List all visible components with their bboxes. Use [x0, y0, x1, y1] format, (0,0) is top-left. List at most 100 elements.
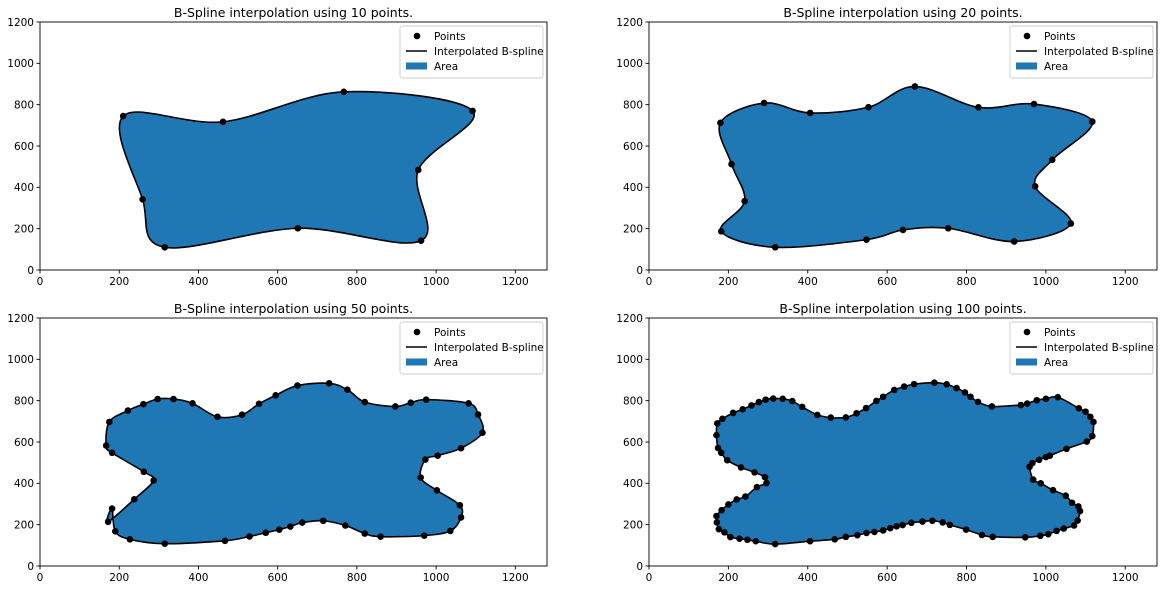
x-tick-label: 200 [109, 572, 129, 584]
data-point-53 [1076, 507, 1084, 515]
data-point-79 [771, 540, 779, 548]
data-point-64 [946, 521, 954, 529]
data-point-73 [871, 528, 878, 536]
data-point-20 [890, 386, 898, 394]
data-point-70 [893, 523, 900, 530]
data-point-62 [978, 531, 986, 539]
y-tick-label: 0 [27, 265, 34, 277]
legend-box [1009, 321, 1154, 375]
data-point-23 [931, 379, 938, 386]
data-point-57 [1053, 527, 1060, 535]
data-point-27 [457, 514, 465, 521]
data-point-14 [361, 398, 369, 406]
data-point-60 [1021, 533, 1029, 541]
y-tick-label: 600 [623, 437, 643, 449]
data-point-21 [900, 383, 908, 390]
legend-points-marker [413, 328, 421, 336]
data-point-19 [728, 160, 735, 168]
x-tick-label: 1000 [423, 276, 450, 288]
data-point-84 [721, 529, 728, 536]
legend-box [399, 25, 544, 79]
data-point-67 [919, 518, 926, 525]
legend-points-marker [1023, 328, 1031, 336]
data-point-38 [1090, 418, 1097, 426]
y-tick-label: 1200 [7, 313, 34, 325]
data-point-80 [752, 537, 760, 545]
data-point-18 [873, 397, 880, 405]
data-point-40 [1083, 438, 1091, 445]
data-point-43 [1042, 453, 1050, 461]
data-point-44 [104, 518, 112, 526]
data-point-5 [739, 406, 746, 413]
legend-spline-label: Interpolated B-spline [1044, 46, 1154, 58]
x-tick-label: 800 [347, 572, 367, 584]
data-point-6 [417, 237, 425, 244]
data-point-37 [262, 529, 270, 537]
data-point-50 [1062, 492, 1070, 500]
data-point-33 [1042, 395, 1050, 403]
chart-title: B-Spline interpolation using 50 points. [174, 301, 413, 316]
y-tick-label: 0 [636, 561, 643, 573]
y-tick-label: 1000 [7, 354, 34, 366]
data-point-26 [961, 389, 969, 396]
data-point-4 [469, 107, 476, 115]
data-point-3 [719, 415, 726, 423]
data-point-54 [1074, 517, 1081, 524]
data-point-74 [863, 529, 870, 537]
data-point-76 [842, 533, 850, 541]
data-point-9 [769, 395, 777, 402]
data-point-71 [887, 524, 894, 532]
y-tick-label: 800 [14, 99, 34, 111]
data-point-10 [1031, 183, 1039, 190]
data-point-4 [154, 395, 161, 403]
data-point-85 [715, 525, 723, 533]
data-point-97 [723, 456, 731, 464]
data-point-16 [771, 243, 779, 251]
data-point-2 [760, 99, 768, 107]
x-tick-label: 600 [268, 276, 288, 288]
data-point-90 [733, 496, 741, 503]
data-point-92 [753, 483, 761, 491]
data-point-96 [737, 464, 745, 471]
data-point-59 [1037, 532, 1044, 540]
legend: Points Interpolated B-spline Area [1009, 25, 1154, 79]
data-point-12 [325, 380, 333, 387]
legend-area-swatch [1016, 358, 1037, 366]
data-point-48 [1037, 480, 1045, 487]
y-tick-label: 1200 [7, 17, 34, 29]
data-point-4 [865, 103, 872, 111]
legend: Points Interpolated B-spline Area [399, 25, 544, 79]
x-tick-label: 400 [188, 276, 208, 288]
data-point-72 [879, 527, 887, 534]
data-point-15 [863, 236, 870, 243]
data-point-47 [1029, 476, 1037, 483]
data-point-46 [150, 477, 157, 484]
x-tick-label: 800 [956, 276, 976, 288]
data-point-75 [854, 531, 861, 539]
data-point-1 [106, 418, 113, 426]
data-point-41 [1063, 445, 1070, 453]
x-tick-label: 1200 [502, 572, 529, 584]
chart-panel-4: B-Spline interpolation using 100 points.… [616, 301, 1158, 584]
x-tick-label: 200 [718, 572, 738, 584]
data-point-46 [1026, 463, 1033, 471]
chart-title: B-Spline interpolation using 10 points. [174, 5, 413, 20]
chart-panel-3: B-Spline interpolation using 50 points. 0… [7, 301, 548, 584]
x-tick-label: 800 [956, 572, 976, 584]
interpolated-bspline [718, 85, 1094, 249]
legend-area-label: Area [434, 61, 458, 73]
data-point-55 [1070, 522, 1078, 529]
legend-area-label: Area [1044, 357, 1068, 369]
data-point-28 [447, 527, 454, 535]
data-point-44 [1035, 456, 1043, 464]
data-point-58 [1044, 530, 1052, 538]
interpolated-bspline [118, 90, 476, 249]
y-tick-label: 800 [623, 99, 643, 111]
data-point-36 [1082, 408, 1089, 415]
x-tick-label: 400 [798, 276, 818, 288]
legend-points-label: Points [434, 327, 466, 339]
data-point-30 [1017, 401, 1025, 409]
data-point-4 [729, 409, 737, 417]
data-point-22 [910, 380, 918, 388]
legend-points-label: Points [1044, 31, 1076, 43]
